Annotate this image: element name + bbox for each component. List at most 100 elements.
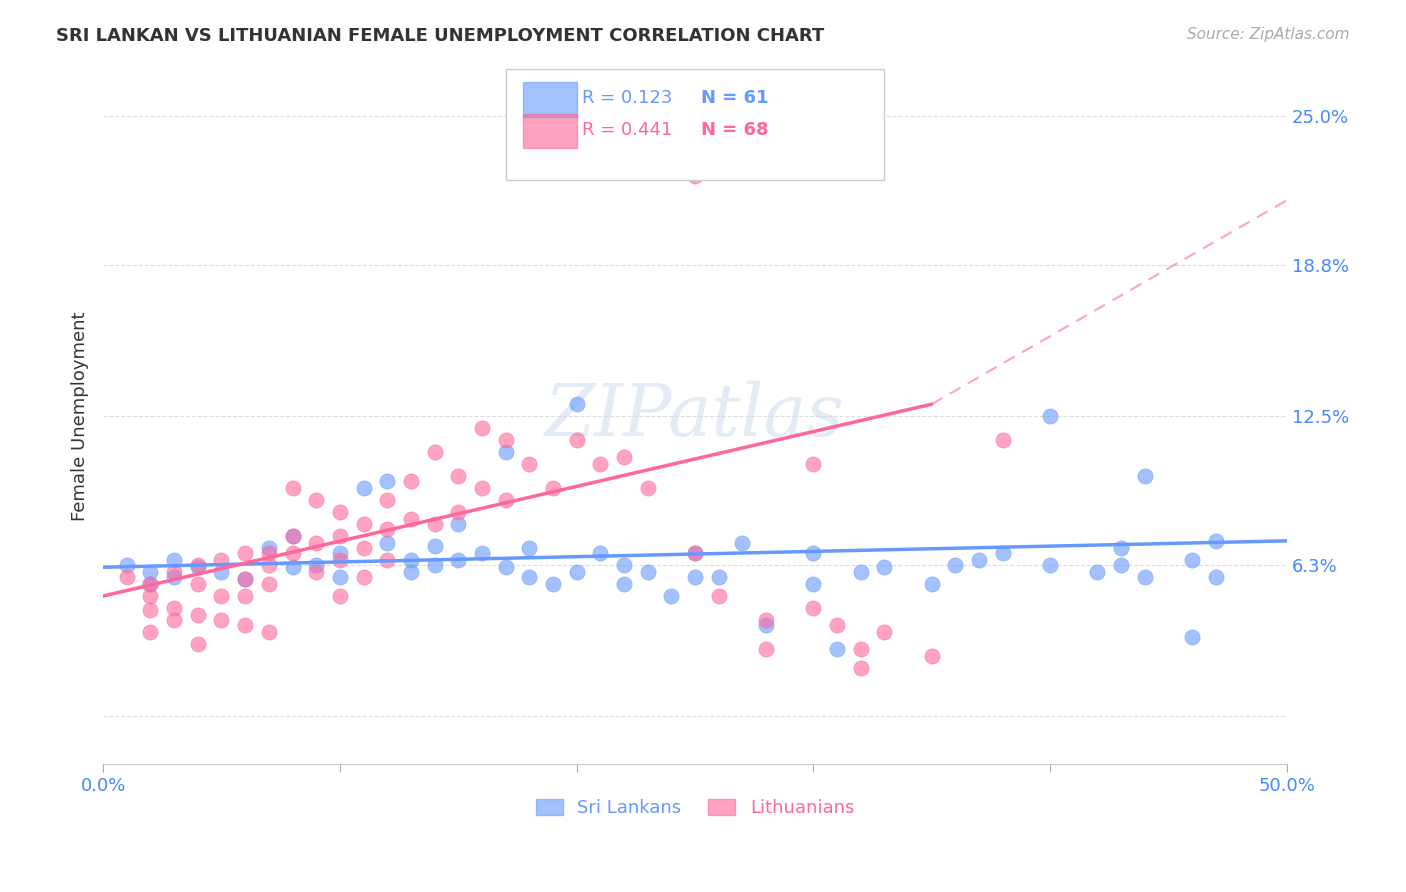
Lithuanians [495,433,517,447]
Lithuanians [139,603,162,617]
Lithuanians [447,505,470,519]
Lithuanians [471,481,494,495]
Sri Lankans [163,570,186,584]
Lithuanians [163,613,186,627]
Lithuanians [211,589,233,603]
Sri Lankans [495,560,517,574]
Lithuanians [991,433,1014,447]
Sri Lankans [683,546,706,560]
Sri Lankans [1133,570,1156,584]
Lithuanians [801,457,824,471]
Lithuanians [139,589,162,603]
Sri Lankans [801,546,824,560]
Lithuanians [257,577,280,591]
Sri Lankans [921,577,943,591]
Lithuanians [329,529,352,543]
Lithuanians [187,577,209,591]
Lithuanians [565,433,588,447]
Sri Lankans [329,546,352,560]
Sri Lankans [613,558,636,572]
Sri Lankans [375,474,398,488]
Lithuanians [257,624,280,639]
Sri Lankans [1109,558,1132,572]
Sri Lankans [1181,553,1204,567]
Lithuanians [375,522,398,536]
Lithuanians [495,493,517,508]
Sri Lankans [399,553,422,567]
Lithuanians [305,536,328,550]
Lithuanians [801,601,824,615]
Lithuanians [849,661,872,675]
Lithuanians [139,624,162,639]
Lithuanians [637,481,659,495]
Lithuanians [211,553,233,567]
Lithuanians [187,608,209,623]
Lithuanians [353,541,375,555]
Lithuanians [281,529,304,543]
Sri Lankans [447,517,470,532]
Lithuanians [233,617,256,632]
Lithuanians [613,450,636,464]
Lithuanians [447,469,470,483]
Lithuanians [281,546,304,560]
Sri Lankans [967,553,990,567]
Lithuanians [281,481,304,495]
Sri Lankans [707,570,730,584]
Lithuanians [329,589,352,603]
Sri Lankans [517,541,540,555]
Lithuanians [683,169,706,184]
Sri Lankans [825,641,848,656]
Text: N = 61: N = 61 [700,88,768,107]
Lithuanians [233,546,256,560]
Lithuanians [921,648,943,663]
Sri Lankans [211,565,233,579]
Sri Lankans [281,560,304,574]
Lithuanians [589,457,612,471]
Sri Lankans [517,570,540,584]
Lithuanians [399,474,422,488]
Sri Lankans [139,577,162,591]
Sri Lankans [495,445,517,459]
Lithuanians [353,517,375,532]
FancyBboxPatch shape [523,82,576,117]
Lithuanians [233,589,256,603]
Sri Lankans [541,577,564,591]
Sri Lankans [305,558,328,572]
Sri Lankans [683,570,706,584]
Lithuanians [873,624,896,639]
Sri Lankans [1085,565,1108,579]
Text: N = 68: N = 68 [700,120,769,139]
Text: SRI LANKAN VS LITHUANIAN FEMALE UNEMPLOYMENT CORRELATION CHART: SRI LANKAN VS LITHUANIAN FEMALE UNEMPLOY… [56,27,824,45]
Sri Lankans [329,570,352,584]
Sri Lankans [849,565,872,579]
Lithuanians [187,637,209,651]
FancyBboxPatch shape [523,113,576,148]
Lithuanians [233,572,256,586]
Lithuanians [329,505,352,519]
Lithuanians [163,601,186,615]
Lithuanians [471,421,494,435]
Sri Lankans [423,539,446,553]
Sri Lankans [423,558,446,572]
Lithuanians [825,617,848,632]
Sri Lankans [139,565,162,579]
Sri Lankans [1039,558,1062,572]
Lithuanians [375,493,398,508]
Lithuanians [541,481,564,495]
Sri Lankans [375,536,398,550]
Sri Lankans [257,541,280,555]
Text: Source: ZipAtlas.com: Source: ZipAtlas.com [1187,27,1350,42]
Sri Lankans [873,560,896,574]
Sri Lankans [163,553,186,567]
Lithuanians [305,493,328,508]
Legend: Sri Lankans, Lithuanians: Sri Lankans, Lithuanians [529,791,862,824]
Lithuanians [849,641,872,656]
Sri Lankans [1039,409,1062,424]
Y-axis label: Female Unemployment: Female Unemployment [72,311,89,521]
Lithuanians [375,553,398,567]
Lithuanians [329,553,352,567]
Sri Lankans [399,565,422,579]
Lithuanians [187,558,209,572]
FancyBboxPatch shape [506,69,884,180]
Sri Lankans [1205,570,1227,584]
